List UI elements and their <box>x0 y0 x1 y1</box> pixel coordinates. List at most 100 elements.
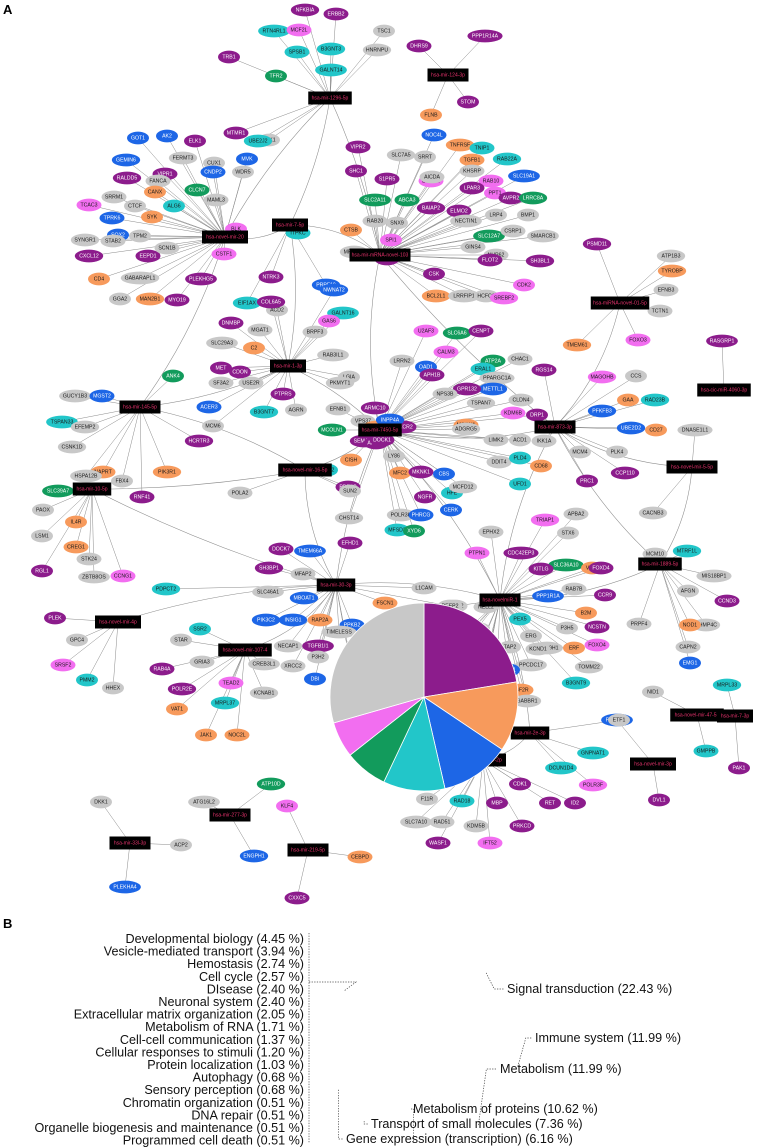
gene-label: STX6 <box>562 531 575 537</box>
gene-node-shape <box>509 777 531 791</box>
gene-label: COL6A5 <box>261 300 281 306</box>
gene-node-shape <box>249 405 279 419</box>
gene-node-polr3h: POLR3H <box>386 508 416 522</box>
gene-label: ETF1 <box>613 718 626 724</box>
gene-node-hcrtr3: HCRTR3 <box>184 434 214 448</box>
hub-label: hsa-mir-7450-5p <box>362 428 399 434</box>
gene-node-shape <box>218 676 244 690</box>
gene-label: GNPNAT1 <box>581 751 605 757</box>
hub-node-shape <box>278 463 332 477</box>
gene-node-shape <box>386 508 416 522</box>
gene-node-shape <box>423 267 445 281</box>
gene-node-lrrc8a: LRRC8A <box>518 191 548 205</box>
gene-label: KDM6B <box>504 411 522 417</box>
gene-label: CD4 <box>94 277 104 283</box>
gene-label: NELL2 <box>478 605 494 611</box>
gene-edge <box>244 649 265 694</box>
gene-node-shape <box>486 796 508 810</box>
gene-node-shape <box>184 183 210 197</box>
gene-label: NWNAT2 <box>323 288 345 294</box>
gene-label: PLD4 <box>514 456 527 462</box>
gene-label: EFNB1 <box>330 407 347 413</box>
hub-node-hsa-mir-124-3p: hsa-mir-124-3p <box>427 68 469 82</box>
gene-node-shape <box>616 421 646 435</box>
hub-label: hsa-miRNA-novel-01-5p <box>593 301 647 307</box>
gene-label: OAD1 <box>419 365 433 371</box>
gene-node-adgrg5: ADGRG5 <box>451 422 481 436</box>
gene-node-shape <box>152 465 182 479</box>
gene-label: PPARGC1A <box>483 376 511 382</box>
gene-node-cstf1: CSTF1 <box>211 247 237 261</box>
gene-label: TMEM66A <box>298 549 323 555</box>
gene-node-shape <box>728 761 750 775</box>
gene-label: APH1B <box>423 373 441 379</box>
gene-node-plekhg5: PLEKHG5 <box>185 272 217 286</box>
gene-edge <box>721 340 725 391</box>
gene-label: PAK1 <box>733 766 746 772</box>
gene-node-ppcdc17: PPCDC17 <box>515 658 547 672</box>
gene-node-shape <box>223 126 249 140</box>
gene-label: TCAC3 <box>80 203 97 209</box>
gene-node-inpp4a: INPP4A <box>375 413 405 427</box>
gene-label: VAT1 <box>171 707 183 713</box>
gene-label: SLC7A10 <box>405 820 427 826</box>
gene-label: CSK <box>429 272 440 278</box>
gene-label: RAB3IL1 <box>323 353 344 359</box>
hub-node-shape <box>590 296 650 310</box>
gene-node-shape <box>532 589 564 603</box>
hub-label: hsa-mir-mRNA-novel-103 <box>352 253 409 259</box>
gene-node-shape <box>307 613 333 627</box>
gene-node-sh3bl1: SH3BL1 <box>525 254 555 268</box>
gene-label: DHRS9 <box>410 44 428 50</box>
gene-node-shape <box>238 376 264 390</box>
gene-edge <box>576 302 621 346</box>
gene-label: CNDP2 <box>204 170 222 176</box>
gene-label: AICDA <box>424 175 440 181</box>
gene-node-shape <box>334 511 364 525</box>
gene-edge <box>499 599 532 666</box>
gene-node-armc10: ARMC10 <box>360 401 390 415</box>
gene-edge <box>374 199 381 256</box>
gene-label: LRRC8A <box>523 196 544 202</box>
gene-label: SLC39A7 <box>47 489 69 495</box>
gene-node-flot2: FLOT2 <box>477 253 503 267</box>
gene-node-shape <box>386 148 416 162</box>
gene-node-shape <box>289 591 319 605</box>
gene-node-gas6: GAS6 <box>318 314 340 328</box>
gene-label: RAP2A <box>311 618 329 624</box>
gene-node-shape <box>386 216 408 230</box>
hub-label: hsa-mir-30-3p <box>320 583 351 589</box>
gene-node-tnfrsf: TNFRSF <box>445 138 475 152</box>
gene-node-shape <box>648 793 670 807</box>
gene-node-lsm1: LSM1 <box>31 529 53 543</box>
gene-label: CD68 <box>534 464 547 470</box>
gene-label: SSR2 <box>193 627 207 633</box>
gene-label: DOCK1 <box>373 438 391 444</box>
gene-node-shape <box>452 382 482 396</box>
gene-edge <box>182 157 226 238</box>
gene-label: SMARCB1 <box>530 234 555 240</box>
gene-label: CUX1 <box>207 161 221 167</box>
gene-node-ank4: ANK4 <box>162 369 184 383</box>
gene-edge <box>176 236 226 301</box>
gene-node-lrp4: LRP4 <box>485 208 507 222</box>
gene-node-shape <box>273 639 303 653</box>
gene-node-shape <box>653 283 679 297</box>
gene-edge <box>296 51 331 99</box>
gene-edge <box>276 309 289 367</box>
gene-edge <box>379 429 521 459</box>
hub-node-hsa-mir-1296-5p: hsa-mir-1296-5p <box>308 91 352 105</box>
gene-node-rab3il1: RAB3IL1 <box>317 348 349 362</box>
gene-node-drp1: DRP1 <box>526 408 548 422</box>
gene-label: LY86 <box>388 454 400 460</box>
gene-edge <box>335 584 340 633</box>
gene-node-shape <box>202 419 224 433</box>
gene-node-gabbr1: GABBR1 <box>512 694 542 708</box>
gene-edge <box>273 30 331 99</box>
hub-node-hsa-novelmir-1: hsa-novelmiR-1 <box>479 593 521 607</box>
gene-node-shape <box>448 289 480 303</box>
hub-label: hsa-mir-10-5p <box>76 487 107 493</box>
gene-edge <box>149 236 226 300</box>
gene-node-galnt14: GALNT14 <box>315 63 347 77</box>
gene-edge <box>298 29 331 99</box>
